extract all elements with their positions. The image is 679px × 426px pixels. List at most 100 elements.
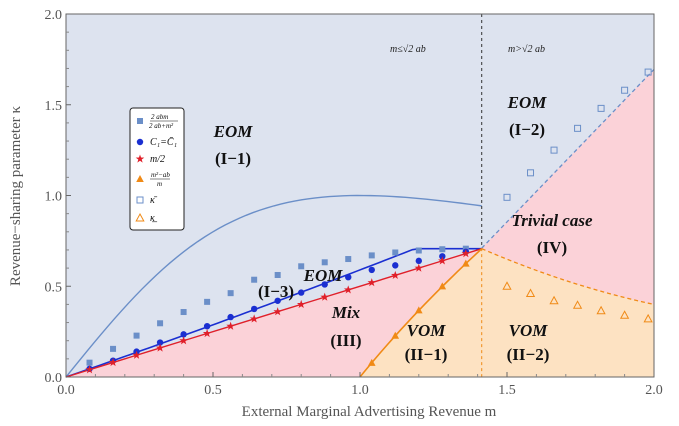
series-2-point <box>250 305 258 313</box>
annotation-mix-code: (III) <box>330 331 361 350</box>
series-6-point <box>619 310 630 319</box>
annotation-vom-ii1-title: VOM <box>407 321 447 340</box>
series-3-point <box>132 350 141 359</box>
series-2-point <box>345 273 352 281</box>
y-tick-label: 1.0 <box>45 190 63 205</box>
legend-marker-1 <box>137 118 143 124</box>
annotation-eom-i1-title: EOM <box>213 122 254 141</box>
series-2-point <box>439 253 446 260</box>
series-1-point <box>415 247 422 254</box>
series-6-point <box>549 295 559 305</box>
series-1-point <box>345 256 352 263</box>
legend-entry-4-top: m²−ab <box>151 171 170 179</box>
series-1-point <box>157 320 164 327</box>
legend-entry-1: 2 abm 2 ab+m² <box>149 113 178 130</box>
threshold-left-label: m≤√2 ab <box>390 44 426 55</box>
series-1-point <box>251 276 258 283</box>
legend-marker-2 <box>136 138 144 146</box>
series-5-point <box>550 146 558 154</box>
annotation-mix-title: Mix <box>331 303 361 322</box>
series-2-point <box>227 313 234 321</box>
series-6-point <box>525 288 536 298</box>
series-3-point <box>155 343 165 352</box>
series-3-point <box>461 249 471 258</box>
series-3-point <box>202 328 212 338</box>
curve-series-5 <box>481 68 655 249</box>
y-axis-title: Revenue−sharing parameter κ <box>8 106 24 287</box>
series-3-point <box>296 299 306 309</box>
series-6-point <box>596 305 606 315</box>
legend-entry-1-top: 2 abm <box>151 113 168 121</box>
series-6-point <box>643 313 653 323</box>
series-3-point <box>179 336 188 345</box>
series-1-point <box>274 271 281 278</box>
series-2-point <box>203 322 211 330</box>
region-annotations: EOM (I−1) EOM (I−2) EOM (I−3) Mix (III) … <box>213 93 593 364</box>
annotation-trivial-title: Trivial case <box>511 211 592 230</box>
series-2-point <box>274 297 281 304</box>
series-1-point <box>392 249 399 256</box>
series-1-point <box>86 359 93 366</box>
series-5-point <box>644 68 652 76</box>
series-3-point <box>391 270 400 279</box>
annotation-vom-ii1-code: (II−1) <box>405 345 448 364</box>
series-3-point <box>414 263 424 272</box>
series-3-point <box>226 321 235 330</box>
x-tick-label: 0.5 <box>204 383 222 398</box>
y-tick-label: 0.5 <box>45 280 63 295</box>
series-4-point <box>438 282 447 290</box>
legend-marker-5 <box>136 196 144 204</box>
series-1-point <box>110 345 117 352</box>
series-3-point <box>438 256 447 265</box>
legend-entry-1-bottom: 2 ab+m² <box>149 122 174 130</box>
series-2-point <box>415 257 422 265</box>
y-tick-label: 1.5 <box>45 99 63 114</box>
series-1-point <box>133 332 140 339</box>
legend-marker-3 <box>135 154 145 163</box>
x-tick-label: 1.0 <box>351 383 369 398</box>
threshold-right-label: m>√2 ab <box>508 44 545 55</box>
annotation-eom-i1-code: (I−1) <box>215 149 251 168</box>
chart-legend: 2 abm 2 ab+m² C₁=C̄₁ m/2 m²−ab m κ̄ κ̲ <box>129 107 185 231</box>
series-3-point <box>273 307 282 316</box>
series-4-point <box>367 358 376 366</box>
series-3-point <box>367 278 377 287</box>
legend-entry-6-label: κ̲ <box>150 213 158 224</box>
legend-entry-2-label: C₁=C̄₁ <box>150 136 177 148</box>
series-1-point <box>180 309 187 316</box>
series-3-point <box>249 314 259 323</box>
y-tick-label: 0.0 <box>45 371 63 386</box>
series-2-point <box>392 262 399 269</box>
legend-entry-3-label: m/2 <box>150 154 165 165</box>
legend-marker-6 <box>135 212 145 222</box>
x-tick-label: 1.5 <box>498 383 516 398</box>
series-4-point <box>415 306 423 314</box>
region-vom <box>360 248 654 377</box>
series-3-point <box>108 357 118 367</box>
series-5-point <box>597 104 605 112</box>
series-1-point <box>321 259 328 266</box>
x-tick-label: 0.0 <box>57 383 75 398</box>
series-1-point <box>368 252 375 259</box>
series-2-point <box>368 266 375 274</box>
series-6-point <box>572 300 583 309</box>
series-2-point <box>298 289 305 296</box>
annotation-eom-i3-title: EOM <box>303 266 344 285</box>
series-2-point <box>180 331 187 338</box>
legend-entry-4: m²−ab m <box>150 171 170 188</box>
y-tick-label: 2.0 <box>45 8 63 23</box>
series-2-point <box>156 339 164 346</box>
series-5-point <box>503 193 511 201</box>
series-3-point <box>343 285 353 294</box>
chart-axes: 0.00.0 0.5 0.5 1.0 1.0 1.5 1.5 2.0 2.0 <box>45 8 663 398</box>
series-3-point <box>320 292 329 301</box>
curve-series-4 <box>359 248 483 378</box>
annotation-eom-i2-title: EOM <box>507 93 548 112</box>
annotation-vom-ii2-code: (II−2) <box>507 345 550 364</box>
legend-entry-4-bottom: m <box>157 180 162 188</box>
annotation-eom-i3-code: (I−3) <box>258 282 294 301</box>
series-4-point <box>462 259 470 267</box>
legend-markers <box>135 118 145 222</box>
series-2-point <box>321 281 328 288</box>
curve-series-6 <box>481 248 655 306</box>
